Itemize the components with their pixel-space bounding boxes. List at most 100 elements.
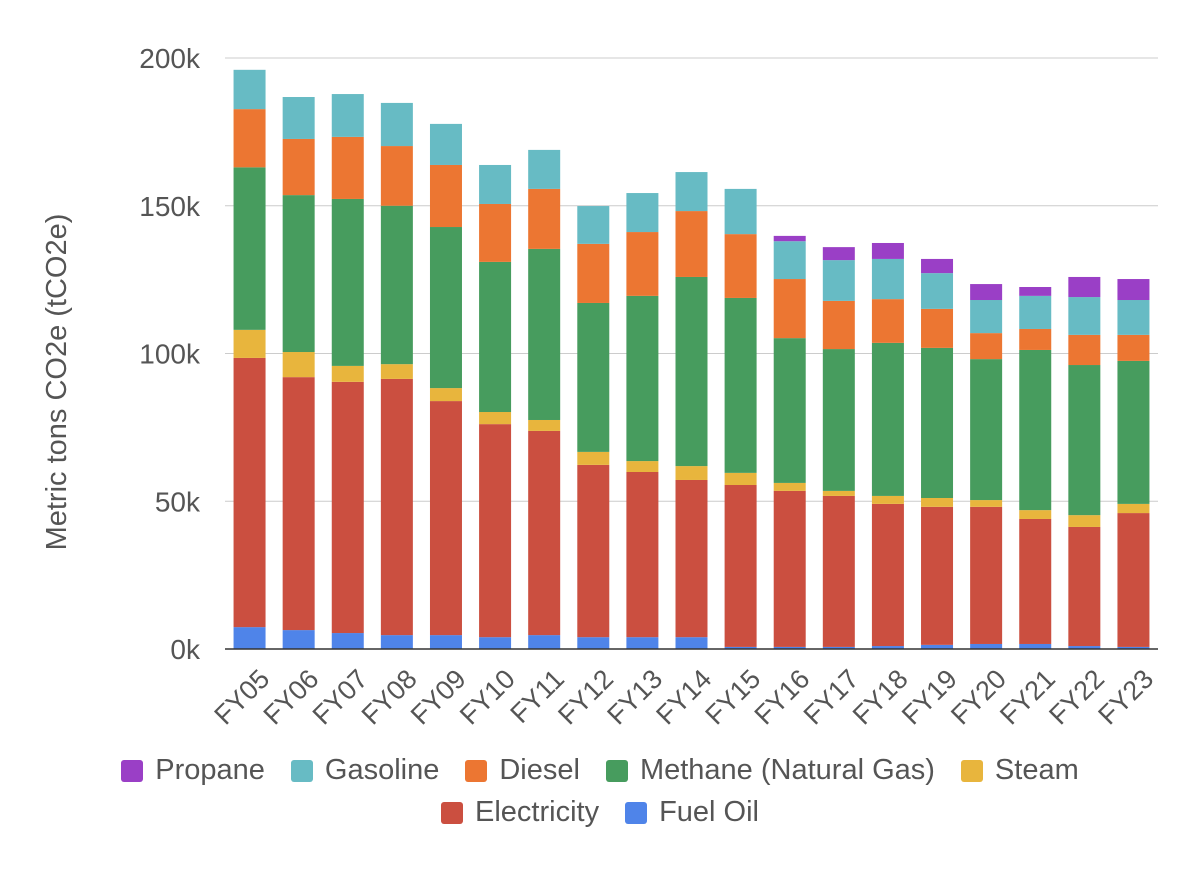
bar-segment-propane-fy17 [822, 247, 855, 261]
bar-segment-electricity-fy21 [1019, 518, 1052, 644]
bar-segment-diesel-fy11 [528, 188, 561, 249]
bar-segment-methane-natural-gas-fy22 [1068, 365, 1101, 516]
legend-item-methane[interactable]: Methane (Natural Gas) [605, 754, 935, 787]
bar-segment-fuel-oil-fy19 [921, 644, 954, 649]
bar-segment-steam-fy16 [773, 482, 806, 491]
bar-segment-fuel-oil-fy07 [331, 633, 364, 649]
legend-row-1: Propane Gasoline Diesel Methane (Natural… [0, 754, 1200, 787]
x-tick-label: FY23 [1092, 664, 1159, 731]
bar-segment-electricity-fy09 [429, 401, 462, 636]
bar-segment-diesel-fy12 [577, 243, 610, 303]
bar-segment-methane-natural-gas-fy20 [970, 359, 1003, 501]
x-tick-label: FY13 [601, 664, 668, 731]
bar-segment-propane-fy20 [970, 284, 1003, 301]
bar-segment-diesel-fy23 [1117, 334, 1150, 361]
bar-segment-propane-fy23 [1117, 279, 1150, 301]
bar-segment-gasoline-fy09 [429, 123, 462, 165]
bar-segment-propane-fy21 [1019, 287, 1052, 296]
bars [233, 69, 1150, 649]
bar-segment-gasoline-fy06 [282, 97, 315, 139]
bar-segment-fuel-oil-fy22 [1068, 646, 1101, 649]
bar-segment-methane-natural-gas-fy11 [528, 248, 561, 420]
bar-segment-fuel-oil-fy10 [479, 637, 512, 649]
bar-segment-electricity-fy15 [724, 484, 757, 647]
bar-segment-diesel-fy10 [479, 203, 512, 262]
x-tick-label: FY11 [505, 664, 570, 729]
legend-swatch [290, 759, 313, 782]
legend-item-propane[interactable]: Propane [121, 754, 265, 787]
y-tick-label: 50k [155, 486, 201, 517]
legend-label: Steam [994, 754, 1079, 786]
bar-segment-methane-natural-gas-fy21 [1019, 349, 1052, 511]
legend-item-electricity[interactable]: Electricity [441, 796, 599, 829]
bar-segment-gasoline-fy23 [1117, 300, 1150, 335]
bar-segment-electricity-fy18 [871, 503, 904, 647]
bar-segment-steam-fy15 [724, 472, 757, 485]
bar-segment-fuel-oil-fy13 [626, 637, 659, 649]
bar-segment-methane-natural-gas-fy23 [1117, 360, 1150, 504]
bar-segment-propane-fy22 [1068, 276, 1101, 298]
bar-segment-diesel-fy21 [1019, 328, 1052, 350]
bar-segment-gasoline-fy08 [380, 102, 413, 147]
bar-segment-fuel-oil-fy16 [773, 646, 806, 649]
legend-item-gasoline[interactable]: Gasoline [290, 754, 439, 787]
bar-segment-gasoline-fy16 [773, 241, 806, 280]
y-tick-label: 100k [139, 339, 201, 370]
legend-item-steam[interactable]: Steam [960, 754, 1079, 787]
y-tick-label: 150k [139, 191, 201, 222]
legend-item-fuel-oil[interactable]: Fuel Oil [625, 796, 759, 829]
x-tick-label: FY12 [552, 664, 619, 731]
y-axis-label: Metric tons CO2e (tCO2e) [41, 214, 73, 551]
bar-segment-electricity-fy08 [380, 378, 413, 636]
bar-segment-steam-fy10 [479, 412, 512, 425]
bar-segment-electricity-fy22 [1068, 526, 1101, 647]
bar-segment-fuel-oil-fy17 [822, 646, 855, 649]
bar-segment-diesel-fy18 [871, 299, 904, 343]
bar-segment-methane-natural-gas-fy13 [626, 295, 659, 462]
bar-segment-diesel-fy19 [921, 308, 954, 348]
x-tick-label: FY15 [700, 664, 767, 731]
x-tick-label: FY21 [994, 664, 1061, 731]
bar-segment-diesel-fy14 [675, 211, 708, 277]
bar-segment-steam-fy13 [626, 461, 659, 472]
bar-segment-steam-fy09 [429, 388, 462, 402]
bar-segment-methane-natural-gas-fy10 [479, 261, 512, 413]
bar-segment-diesel-fy13 [626, 232, 659, 296]
bar-segment-gasoline-fy22 [1068, 297, 1101, 335]
bar-segment-gasoline-fy18 [871, 258, 904, 300]
bar-segment-fuel-oil-fy11 [528, 635, 561, 649]
bar-segment-fuel-oil-fy20 [970, 643, 1003, 649]
bar-segment-fuel-oil-fy14 [675, 637, 708, 649]
legend-row-2: Electricity Fuel Oil [0, 796, 1200, 829]
bar-segment-electricity-fy17 [822, 495, 855, 647]
bar-segment-methane-natural-gas-fy05 [233, 167, 266, 330]
bar-segment-fuel-oil-fy21 [1019, 643, 1052, 649]
x-tick-label: FY14 [650, 664, 717, 731]
x-tick-label: FY18 [847, 664, 914, 731]
bar-segment-gasoline-fy20 [970, 300, 1003, 334]
legend-label: Electricity [475, 796, 600, 828]
bar-segment-methane-natural-gas-fy12 [577, 302, 610, 452]
bar-segment-methane-natural-gas-fy15 [724, 297, 757, 473]
bar-segment-electricity-fy07 [331, 381, 364, 634]
bar-segment-fuel-oil-fy18 [871, 646, 904, 649]
y-tick-label: 0k [170, 634, 201, 665]
x-tick-label: FY17 [798, 664, 865, 731]
bar-segment-steam-fy08 [380, 364, 413, 379]
bar-segment-diesel-fy09 [429, 164, 462, 228]
bar-segment-steam-fy17 [822, 490, 855, 496]
x-tick-label: FY08 [356, 664, 423, 731]
bar-segment-methane-natural-gas-fy18 [871, 342, 904, 496]
legend-label: Fuel Oil [659, 796, 759, 828]
bar-segment-gasoline-fy05 [233, 69, 266, 110]
bar-segment-fuel-oil-fy05 [233, 627, 266, 649]
bar-segment-diesel-fy22 [1068, 334, 1101, 366]
x-tick-label: FY09 [405, 664, 472, 731]
bar-segment-electricity-fy05 [233, 357, 266, 628]
bar-segment-fuel-oil-fy06 [282, 630, 315, 649]
x-tick-label: FY20 [945, 664, 1012, 731]
bar-segment-methane-natural-gas-fy19 [921, 347, 954, 498]
bar-segment-steam-fy14 [675, 466, 708, 480]
bar-segment-gasoline-fy15 [724, 188, 757, 235]
legend-item-diesel[interactable]: Diesel [465, 754, 580, 787]
